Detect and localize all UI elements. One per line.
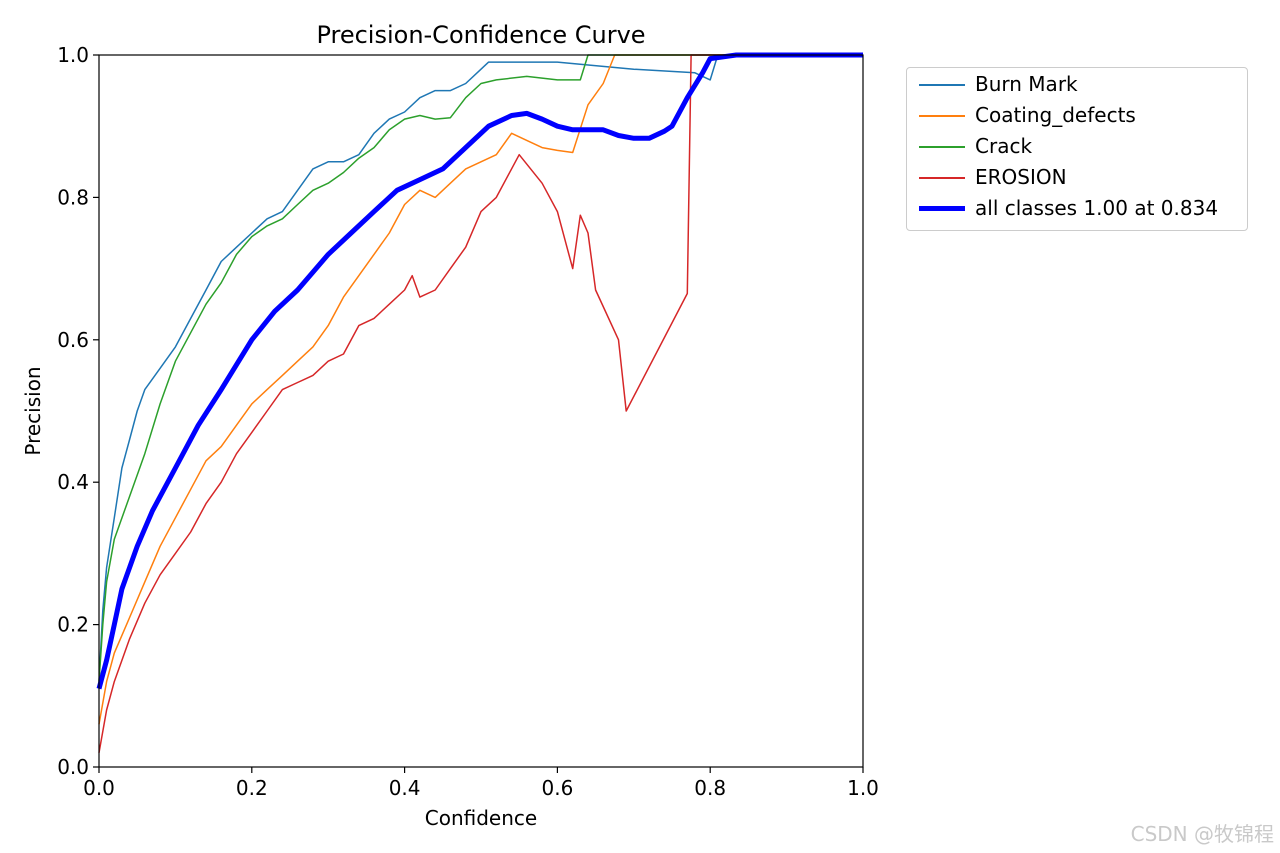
legend-swatch (919, 115, 965, 117)
legend-label: Burn Mark (975, 72, 1078, 96)
series-line-2 (98, 54, 863, 682)
legend-swatch (919, 146, 965, 148)
x-tick-label: 0.8 (694, 776, 726, 800)
legend: Burn Mark Coating_defects Crack EROSION all … (906, 67, 1248, 231)
x-tick-label: 0.2 (236, 776, 268, 800)
plot-frame (98, 54, 864, 768)
legend-swatch (919, 206, 965, 211)
legend-label: all classes 1.00 at 0.834 (975, 196, 1219, 220)
legend-swatch (919, 177, 965, 179)
series-line-3 (98, 54, 863, 753)
series-line-1 (98, 54, 863, 725)
chart-title: Precision-Confidence Curve (316, 21, 645, 49)
legend-item: EROSION (907, 163, 1247, 193)
series-line-4 (96, 52, 863, 690)
x-tick-label: 0.0 (83, 776, 115, 800)
x-tick-label: 0.6 (541, 776, 573, 800)
y-tick-label: 1.0 (57, 43, 89, 67)
y-axis-label: Precision (21, 366, 45, 455)
y-axis-ticks: 0.0 0.2 0.4 0.6 0.8 1.0 (57, 43, 99, 779)
series-line-0 (98, 54, 863, 682)
legend-label: EROSION (975, 165, 1067, 189)
legend-item: Burn Mark (907, 70, 1247, 100)
legend-item: Coating_defects (907, 101, 1247, 131)
y-tick-label: 0.4 (57, 470, 89, 494)
legend-item: all classes 1.00 at 0.834 (907, 194, 1247, 224)
legend-swatch (919, 84, 965, 86)
y-tick-label: 0.2 (57, 613, 89, 637)
x-tick-label: 1.0 (847, 776, 879, 800)
y-tick-label: 0.0 (57, 755, 89, 779)
x-tick-label: 0.4 (389, 776, 421, 800)
x-axis-ticks: 0.0 0.2 0.4 0.6 0.8 1.0 (83, 767, 879, 800)
y-tick-label: 0.8 (57, 185, 89, 209)
legend-item: Crack (907, 132, 1247, 162)
plot-lines (96, 52, 863, 753)
x-axis-label: Confidence (425, 806, 537, 830)
legend-label: Crack (975, 134, 1033, 158)
legend-label: Coating_defects (975, 103, 1136, 127)
y-tick-label: 0.6 (57, 328, 89, 352)
watermark: CSDN @牧锦程 (1130, 822, 1274, 846)
